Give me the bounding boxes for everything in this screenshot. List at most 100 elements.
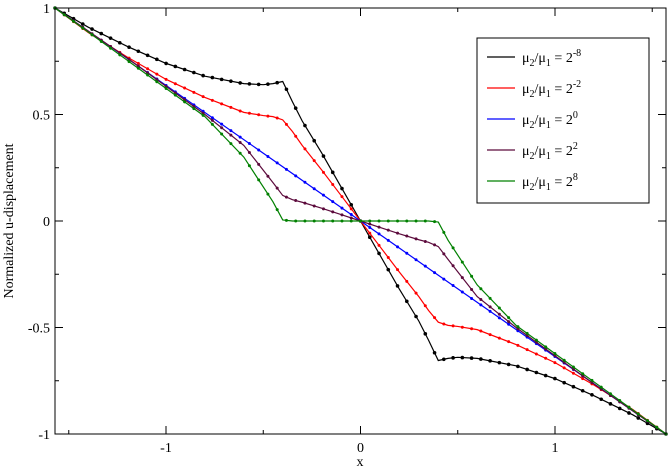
- series-marker-2: [460, 290, 464, 294]
- series-marker-3: [553, 354, 557, 358]
- legend-entry-part: μ: [522, 51, 530, 66]
- legend-entry-part: = 2: [551, 175, 573, 190]
- legend-entry-part: 0: [573, 110, 578, 121]
- series-marker-1: [210, 98, 214, 102]
- series-marker-0: [590, 393, 594, 397]
- series-marker-4: [210, 122, 214, 126]
- legend-box: [476, 37, 650, 204]
- series-marker-2: [238, 135, 242, 139]
- series-marker-0: [553, 376, 557, 381]
- series-marker-2: [497, 316, 501, 320]
- series-marker-3: [377, 225, 381, 229]
- series-marker-4: [331, 219, 335, 223]
- series-marker-0: [192, 70, 196, 75]
- legend-entry-part: = 2: [551, 51, 573, 66]
- series-marker-4: [488, 296, 492, 300]
- series-marker-0: [423, 332, 428, 336]
- series-marker-4: [183, 100, 187, 104]
- series-marker-4: [507, 316, 511, 320]
- series-marker-2: [257, 148, 261, 152]
- series-marker-4: [599, 385, 603, 389]
- series-marker-0: [451, 356, 455, 360]
- legend-entry-4: μ2/μ1 = 28: [522, 172, 578, 193]
- series-marker-1: [507, 340, 511, 344]
- series-marker-0: [497, 360, 502, 365]
- series-marker-3: [284, 195, 288, 199]
- legend-entry-part: 1: [546, 89, 551, 100]
- series-marker-2: [386, 238, 390, 242]
- series-marker-4: [553, 352, 557, 356]
- legend-entry-part: 1: [546, 58, 551, 69]
- legend-entry-part: = 2: [551, 144, 573, 159]
- series-marker-0: [229, 79, 233, 83]
- series-marker-0: [571, 384, 576, 389]
- series-marker-0: [155, 57, 159, 62]
- series-marker-3: [127, 57, 131, 61]
- series-marker-3: [451, 264, 455, 268]
- series-marker-0: [340, 186, 344, 191]
- series-marker-3: [442, 252, 446, 256]
- series-marker-2: [294, 174, 298, 178]
- legend-entry-part: μ: [538, 113, 546, 128]
- series-marker-1: [488, 333, 492, 337]
- series-marker-3: [562, 360, 566, 364]
- series-marker-4: [238, 151, 242, 155]
- series-marker-4: [470, 274, 474, 278]
- y-tick-label: 1: [43, 2, 50, 17]
- series-marker-2: [368, 225, 372, 229]
- series-marker-2: [470, 296, 474, 300]
- series-marker-4: [90, 33, 94, 37]
- series-marker-0: [99, 31, 104, 36]
- series-marker-1: [451, 324, 455, 328]
- legend-entry-part: -2: [573, 79, 581, 90]
- series-marker-2: [377, 232, 381, 236]
- series-marker-1: [423, 304, 427, 308]
- series-marker-1: [321, 170, 325, 174]
- series-marker-2: [266, 154, 270, 158]
- series-marker-0: [534, 370, 539, 375]
- series-marker-4: [136, 66, 140, 70]
- legend-entry-2: μ2/μ1 = 20: [522, 110, 578, 131]
- series-marker-4: [266, 192, 270, 196]
- legend-entry-part: 1: [546, 182, 551, 193]
- series-marker-2: [479, 303, 483, 307]
- series-marker-4: [396, 219, 400, 223]
- series-marker-0: [136, 49, 141, 54]
- series-marker-4: [294, 219, 298, 223]
- legend-entry-part: /: [535, 175, 539, 190]
- series-marker-3: [581, 374, 585, 378]
- legend-entry-part: μ: [522, 82, 530, 97]
- series-marker-1: [201, 95, 205, 99]
- series-marker-0: [164, 61, 168, 66]
- series-marker-0: [127, 45, 131, 49]
- series-marker-2: [210, 116, 214, 120]
- series-marker-1: [534, 352, 538, 356]
- series-marker-1: [571, 371, 575, 375]
- series-marker-1: [396, 268, 400, 272]
- series-marker-2: [220, 122, 224, 126]
- series-marker-4: [284, 218, 288, 222]
- series-marker-4: [146, 73, 150, 77]
- series-marker-0: [432, 350, 437, 355]
- series-marker-4: [525, 331, 529, 335]
- series-marker-2: [321, 193, 325, 197]
- legend-entry-part: /: [535, 82, 539, 97]
- series-marker-4: [451, 246, 455, 250]
- series-marker-3: [238, 140, 242, 144]
- series-marker-3: [534, 340, 538, 344]
- series-marker-4: [618, 399, 622, 402]
- series-marker-0: [543, 373, 548, 378]
- series-marker-3: [257, 162, 261, 166]
- y-axis-label: Normalized u-displacement: [2, 143, 17, 298]
- series-marker-0: [80, 22, 85, 26]
- series-marker-4: [562, 358, 566, 362]
- legend-entry-3: μ2/μ1 = 22: [522, 141, 578, 162]
- series-marker-3: [303, 201, 307, 205]
- series-marker-2: [507, 322, 511, 326]
- series-marker-4: [368, 219, 372, 223]
- series-marker-0: [90, 27, 94, 31]
- series-marker-4: [655, 425, 659, 429]
- series-marker-1: [414, 291, 418, 295]
- series-marker-3: [507, 320, 511, 324]
- series-marker-4: [544, 345, 548, 349]
